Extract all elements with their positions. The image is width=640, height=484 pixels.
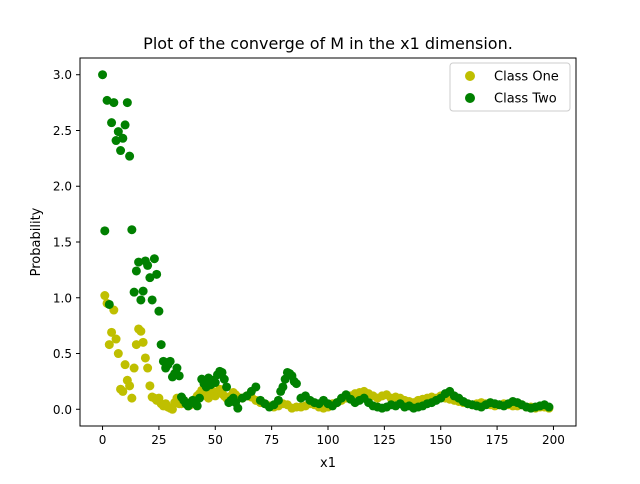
data-point-class-two [113, 127, 123, 137]
data-point-class-one [131, 340, 141, 350]
data-point-class-two [111, 136, 121, 146]
data-point-class-two [145, 273, 155, 283]
x-tick-label: 150 [429, 433, 452, 447]
data-point-class-one [140, 353, 150, 363]
data-point-class-two [210, 378, 220, 388]
data-point-class-two [129, 287, 139, 297]
x-tick-label: 0 [99, 433, 107, 447]
series-class-two [98, 70, 554, 413]
chart-title: Plot of the converge of M in the x1 dime… [143, 34, 513, 53]
x-tick-label: 125 [373, 433, 396, 447]
y-tick-label: 2.0 [53, 180, 72, 194]
data-point-class-two [291, 379, 301, 389]
y-tick-label: 3.0 [53, 68, 72, 82]
data-point-class-two [131, 266, 141, 276]
data-point-class-one [100, 291, 110, 301]
data-point-class-one [104, 340, 114, 350]
data-point-class-two [172, 363, 182, 373]
data-point-class-two [107, 118, 117, 128]
data-point-class-one [113, 349, 123, 359]
data-point-class-one [136, 326, 146, 336]
data-point-class-two [138, 286, 148, 296]
y-tick-label: 2.5 [53, 124, 72, 138]
x-tick-label: 75 [264, 433, 279, 447]
data-point-class-two [278, 382, 288, 392]
legend-label-class-two: Class Two [494, 92, 557, 107]
data-point-class-one [120, 360, 130, 370]
data-point-class-two [251, 382, 261, 392]
y-tick-label: 1.5 [53, 236, 72, 250]
x-axis-label: x1 [320, 456, 336, 471]
y-tick-label: 1.0 [53, 291, 72, 305]
x-tick-label: 25 [151, 433, 166, 447]
data-point-class-two [194, 393, 204, 403]
data-point-class-two [192, 401, 202, 411]
data-point-class-two [134, 257, 144, 267]
data-point-class-two [102, 95, 112, 105]
data-point-class-one [125, 381, 135, 391]
points-layer [98, 70, 554, 414]
data-point-class-two [165, 356, 175, 366]
data-point-class-two [149, 254, 159, 264]
data-point-class-two [125, 151, 135, 161]
data-point-class-two [100, 226, 110, 236]
y-tick-label: 0.0 [53, 403, 72, 417]
y-axis-ticks: 0.0 0.5 1.0 1.5 2.0 2.5 3.0 [53, 68, 80, 417]
data-point-class-one [111, 334, 121, 344]
data-point-class-one [118, 386, 128, 396]
x-tick-label: 175 [486, 433, 509, 447]
x-tick-label: 100 [317, 433, 340, 447]
y-tick-label: 0.5 [53, 347, 72, 361]
data-point-class-two [147, 295, 157, 305]
data-point-class-two [143, 260, 153, 270]
data-point-class-two [152, 269, 162, 279]
data-point-class-two [109, 98, 119, 108]
x-axis-ticks: 0 25 50 75 100 125 150 175 200 [99, 426, 565, 447]
data-point-class-two [122, 98, 132, 108]
y-axis-label: Probability [29, 207, 44, 276]
data-point-class-one [107, 327, 117, 337]
data-point-class-two [104, 299, 114, 309]
data-point-class-two [222, 382, 232, 392]
legend-box [449, 62, 571, 112]
data-point-class-one [127, 393, 137, 403]
data-point-class-two [98, 70, 108, 80]
x-tick-label: 200 [542, 433, 565, 447]
data-point-class-one [129, 363, 139, 373]
data-point-class-one [143, 363, 153, 373]
data-point-class-two [136, 295, 146, 305]
legend-marker-class-two [465, 93, 475, 103]
data-point-class-two [156, 340, 166, 350]
data-point-class-two [118, 133, 128, 143]
legend-marker-class-one [465, 71, 475, 81]
data-point-class-two [154, 306, 164, 316]
data-point-class-one [145, 381, 155, 391]
data-point-class-two [273, 395, 283, 405]
data-point-class-one [138, 337, 148, 347]
data-point-class-two [116, 146, 126, 156]
x-tick-label: 50 [208, 433, 223, 447]
data-point-class-two [174, 371, 184, 381]
data-point-class-two [544, 402, 554, 412]
data-point-class-two [120, 120, 130, 130]
legend-label-class-one: Class One [494, 70, 559, 85]
data-point-class-two [233, 403, 243, 413]
legend: Class One Class Two [449, 62, 571, 112]
data-point-class-two [127, 225, 137, 235]
data-point-class-two [219, 374, 229, 384]
